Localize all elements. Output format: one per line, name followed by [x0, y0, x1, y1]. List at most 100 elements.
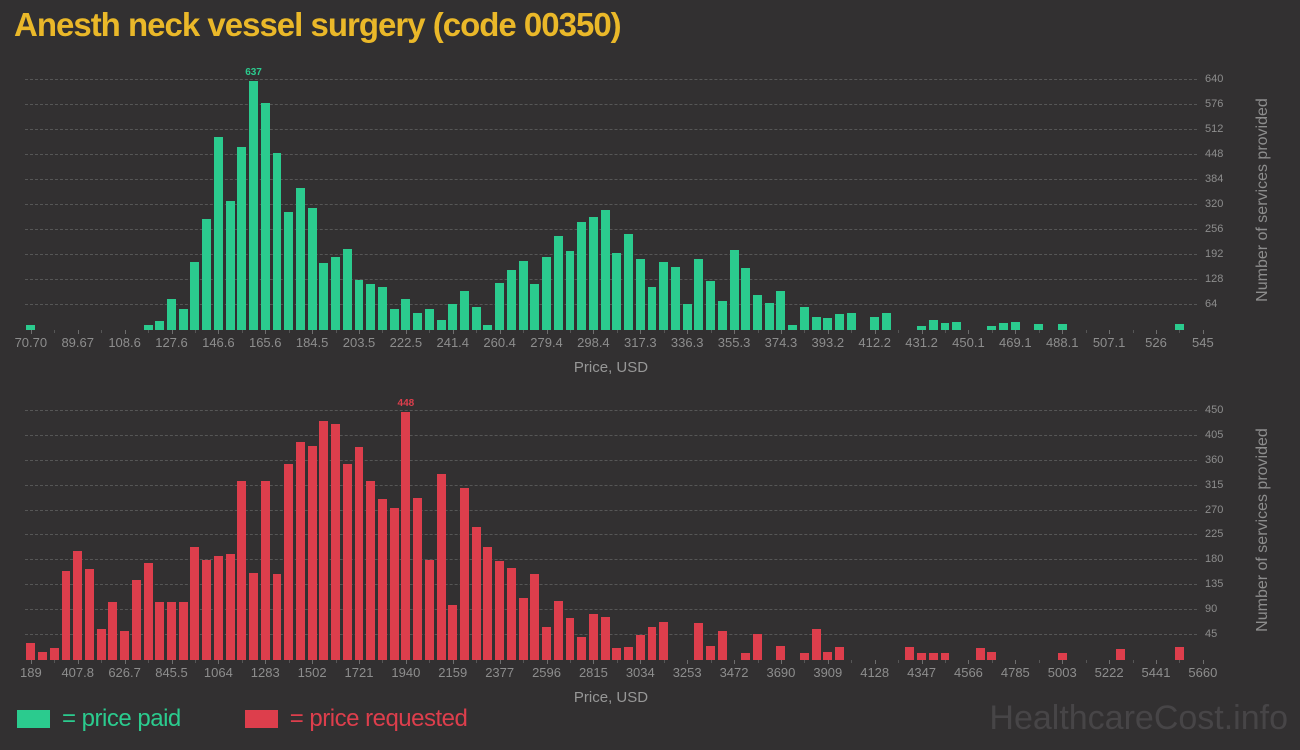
x-tick-minor-mark [54, 660, 56, 663]
price-paid-bar [448, 303, 458, 330]
price-paid-bar [917, 325, 927, 330]
x-tick-minor-mark [569, 660, 571, 663]
x-tick-label-336.3: 336.3 [670, 335, 704, 350]
x-tick-mark [827, 660, 829, 664]
price-paid-bar [213, 137, 223, 330]
price-requested-bar [717, 630, 727, 660]
y-tick-label-90: 90 [1205, 603, 1218, 616]
x-tick-minor-mark [1132, 660, 1134, 663]
x-tick-mark [1062, 660, 1064, 664]
price-requested-bar [342, 464, 352, 660]
x-tick-label-1502: 1502 [297, 665, 327, 680]
x-tick-mark [312, 330, 314, 334]
price-paid-bar [272, 152, 282, 330]
y-tick-label-256: 256 [1205, 222, 1224, 235]
x-tick-mark [687, 330, 689, 334]
price-paid-bar [717, 300, 727, 330]
price-paid-bar [565, 250, 575, 330]
watermark-link[interactable]: HealthcareCost.info [989, 699, 1288, 737]
x-tick-minor-mark [194, 660, 196, 663]
x-tick-label-1721: 1721 [344, 665, 374, 680]
price-requested-swatch-icon [244, 710, 278, 728]
price-requested-bar [495, 560, 505, 660]
x-tick-mark [640, 330, 642, 334]
price-paid-bar [870, 316, 880, 330]
x-tick-minor-mark [851, 330, 853, 333]
x-tick-minor-mark [523, 330, 525, 333]
y-tick-label-45: 45 [1205, 628, 1218, 641]
x-tick-label-317.3: 317.3 [624, 335, 657, 350]
gridline-y-45 [25, 634, 1197, 636]
price-requested-bar [424, 559, 434, 660]
price-paid-bar [846, 313, 856, 330]
gridline-y-450 [25, 409, 1197, 411]
x-tick-minor-mark [429, 330, 431, 333]
price-requested-bar [553, 600, 563, 660]
price-paid-bar [378, 286, 387, 330]
x-tick-label-488.1: 488.1 [1045, 335, 1079, 350]
y-tick-label-128: 128 [1205, 272, 1224, 285]
price-requested-bar [612, 648, 622, 660]
price-paid-bar [436, 319, 446, 330]
price-paid-bar [202, 219, 212, 330]
price-paid-bar [577, 222, 587, 330]
x-tick-mark [77, 330, 79, 334]
gridline-y-405 [25, 434, 1197, 436]
x-tick-mark [874, 660, 876, 664]
x-tick-minor-mark [851, 660, 853, 663]
x-tick-minor-mark [194, 330, 196, 333]
x-tick-label-260.4: 260.4 [483, 335, 516, 350]
x-tick-mark [921, 330, 923, 334]
price-requested-bar [143, 563, 153, 660]
legend-item-price-requested: = price requested [244, 705, 468, 733]
price-requested-bar [213, 556, 223, 660]
price-requested-bar [799, 653, 809, 660]
price-paid-bar [155, 321, 165, 330]
price-requested-plot-area: 448 [25, 398, 1197, 660]
x-tick-mark [124, 660, 126, 664]
x-tick-minor-mark [335, 660, 337, 663]
x-tick-mark [1202, 660, 1204, 664]
price-paid-bar [260, 102, 270, 330]
x-tick-label-5441: 5441 [1141, 665, 1171, 680]
x-tick-label-5222: 5222 [1094, 665, 1124, 680]
price-requested-bar [577, 636, 587, 660]
x-tick-label-165.6: 165.6 [248, 335, 282, 350]
y-tick-label-405: 405 [1205, 428, 1224, 441]
x-tick-mark [171, 330, 173, 334]
x-tick-mark [968, 660, 970, 664]
x-tick-minor-mark [382, 330, 384, 333]
x-tick-minor-mark [476, 330, 478, 333]
price-paid-bar [249, 81, 258, 330]
price-paid-bar [940, 323, 950, 330]
price-paid-bar [682, 303, 692, 330]
x-tick-mark [780, 330, 782, 334]
x-tick-minor-mark [241, 330, 243, 333]
gridline-y-315 [25, 484, 1197, 486]
x-tick-mark [124, 330, 126, 334]
x-tick-minor-mark [710, 330, 712, 333]
price-paid-bar [307, 208, 317, 330]
price-paid-bar [178, 308, 188, 330]
x-tick-minor-mark [1179, 660, 1181, 663]
x-tick-label-5660: 5660 [1188, 665, 1218, 680]
price-paid-bar [518, 260, 528, 330]
x-tick-label-222.5: 222.5 [389, 335, 423, 350]
price-paid-bar [741, 268, 751, 330]
x-tick-label-4785: 4785 [1000, 665, 1030, 680]
x-tick-mark [405, 330, 407, 334]
x-tick-label-407.8: 407.8 [61, 665, 94, 680]
x-tick-label-393.2: 393.2 [811, 335, 845, 350]
price-requested-bar [635, 634, 645, 660]
gridline-y-640 [25, 78, 1197, 80]
x-tick-label-469.1: 469.1 [999, 335, 1032, 350]
x-tick-minor-mark [148, 330, 150, 333]
x-tick-minor-mark [288, 660, 290, 663]
gridline-y-135 [25, 584, 1197, 586]
price-paid-bar [167, 299, 176, 330]
price-paid-plot-area: 637 [25, 67, 1197, 330]
price-paid-bar [788, 324, 798, 330]
price-requested-bar [38, 652, 48, 660]
x-tick-label-1283: 1283 [250, 665, 280, 680]
